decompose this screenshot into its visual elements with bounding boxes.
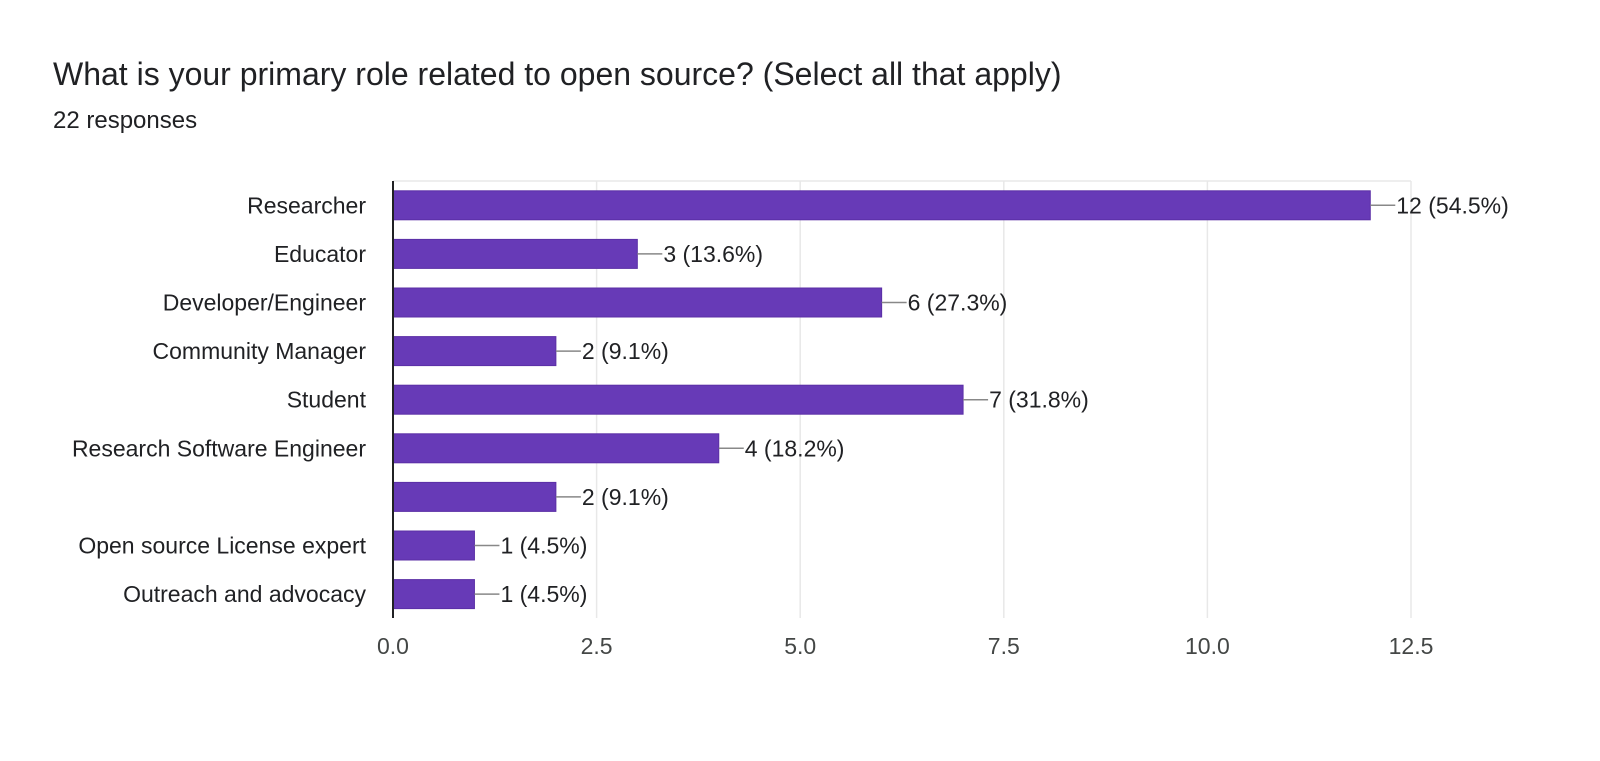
data-label: 2 (9.1%): [582, 484, 669, 510]
category-label: Outreach and advocacy: [123, 581, 366, 607]
x-tick-labels: 0.0 2.5 5.0 7.5 10.0 12.5: [377, 633, 1433, 659]
response-count: 22 responses: [53, 107, 198, 134]
bar[interactable]: [392, 238, 638, 269]
data-label: 7 (31.8%): [989, 387, 1089, 413]
category-label: Research Software Engineer: [72, 435, 366, 461]
question-title: What is your primary role related to ope…: [53, 56, 1062, 92]
data-label: 12 (54.5%): [1396, 192, 1509, 218]
x-tick-label: 0.0: [377, 633, 409, 659]
x-tick-label: 2.5: [581, 633, 613, 659]
x-tick-label: 5.0: [784, 633, 816, 659]
data-labels: 12 (54.5%) 3 (13.6%) 6 (27.3%) 2 (9.1%) 7 (3…: [474, 192, 1509, 607]
bar[interactable]: [392, 336, 557, 367]
data-label: 6 (27.3%): [908, 290, 1008, 316]
category-label: Researcher: [247, 192, 366, 218]
category-label: Developer/Engineer: [163, 290, 367, 316]
bar[interactable]: [392, 287, 883, 318]
data-label: 1 (4.5%): [500, 533, 587, 559]
bars: [392, 181, 1371, 618]
x-tick-label: 12.5: [1389, 633, 1434, 659]
category-label: Student: [287, 387, 367, 413]
data-label: 1 (4.5%): [500, 581, 587, 607]
data-label: 3 (13.6%): [663, 241, 763, 267]
category-label: Community Manager: [153, 338, 367, 364]
data-label: 2 (9.1%): [582, 338, 669, 364]
x-tick-label: 7.5: [988, 633, 1020, 659]
bar[interactable]: [392, 433, 720, 464]
bar[interactable]: [392, 190, 1371, 221]
category-label: Educator: [274, 241, 366, 267]
bar[interactable]: [392, 481, 557, 512]
bar[interactable]: [392, 579, 475, 610]
category-labels: Researcher Educator Developer/Engineer Comm…: [72, 192, 367, 607]
bar[interactable]: [392, 384, 964, 415]
category-label: Open source License expert: [78, 533, 366, 559]
bar[interactable]: [392, 530, 475, 561]
data-label: 4 (18.2%): [745, 435, 845, 461]
x-tick-label: 10.0: [1185, 633, 1230, 659]
